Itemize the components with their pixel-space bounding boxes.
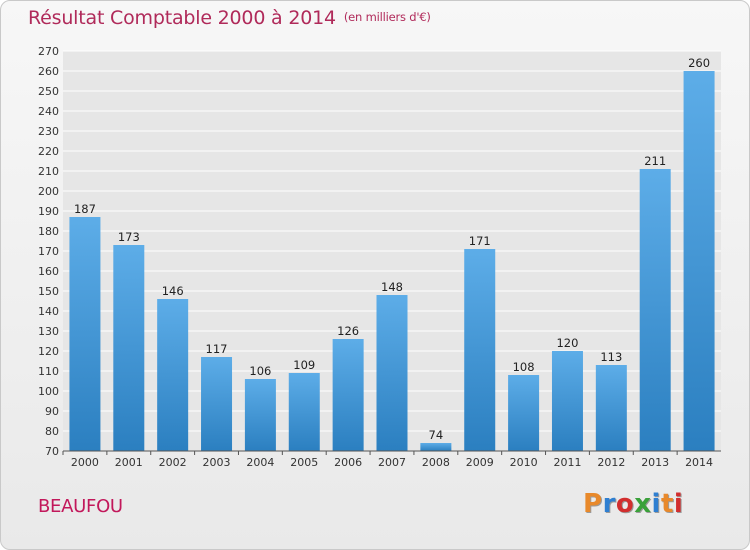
bar-2004 — [244, 379, 276, 451]
x-axis-labels: 2000 2001 2002 2003 2004 2005 2006 2007 2008 2009… — [62, 451, 713, 469]
y-tick-label: 250 — [38, 85, 59, 98]
y-tick-label: 150 — [38, 285, 59, 298]
x-tick-label: 2002 — [159, 456, 187, 469]
bar-2010 — [508, 375, 540, 451]
proxiti-logo: Proxiti — [583, 489, 683, 519]
chart-subtitle: (en milliers d'€) — [343, 10, 431, 24]
x-tick-label: 2010 — [510, 456, 538, 469]
y-tick-label: 270 — [38, 45, 59, 58]
y-tick-label: 210 — [38, 165, 59, 178]
bar-value-label: 260 — [688, 56, 710, 70]
y-tick-label: 140 — [38, 305, 59, 318]
bar-2001 — [113, 245, 145, 451]
logo-letter: P — [583, 489, 603, 519]
bar-2009 — [464, 249, 496, 451]
bar-value-label: 120 — [556, 336, 578, 350]
y-tick-label: 100 — [38, 385, 59, 398]
bar-value-label: 74 — [429, 428, 444, 442]
y-tick-label: 230 — [38, 125, 59, 138]
x-tick-label: 2014 — [685, 456, 713, 469]
bar-value-label: 146 — [162, 284, 184, 298]
x-tick-label: 2007 — [378, 456, 406, 469]
y-tick-label: 240 — [38, 105, 59, 118]
bar-2006 — [332, 339, 364, 451]
bars: 187 173 146 117 106 109 126 148 74 171 108 120 113 21… — [69, 56, 715, 451]
y-axis-labels: 70 80 90 100 110 120 130 140 150 160 170 180 190 200 2… — [38, 45, 59, 458]
bar-2007 — [376, 295, 408, 451]
x-tick-label: 2011 — [553, 456, 581, 469]
bar-value-label: 211 — [644, 154, 666, 168]
bar-value-label: 126 — [337, 324, 359, 338]
x-tick-label: 2012 — [597, 456, 625, 469]
logo-letter: r — [602, 489, 616, 519]
bar-2008 — [420, 443, 452, 451]
y-tick-label: 260 — [38, 65, 59, 78]
y-tick-label: 190 — [38, 205, 59, 218]
bar-value-label: 187 — [74, 202, 96, 216]
logo-letter: o — [615, 489, 635, 519]
logo-letter: i — [651, 489, 661, 519]
commune-name: BEAUFOU — [38, 496, 123, 517]
y-tick-label: 70 — [45, 445, 59, 458]
bar-2005 — [288, 373, 320, 451]
bar-value-label: 148 — [381, 280, 403, 294]
y-tick-label: 220 — [38, 145, 59, 158]
chart-title: Résultat Comptable 2000 à 2014 (en millie… — [28, 7, 431, 29]
bar-2012 — [595, 365, 627, 451]
y-tick-label: 130 — [38, 325, 59, 338]
logo-letter: i — [673, 489, 684, 519]
x-tick-label: 2006 — [334, 456, 362, 469]
x-tick-label: 2013 — [641, 456, 669, 469]
y-tick-label: 90 — [45, 405, 59, 418]
y-tick-label: 80 — [45, 425, 59, 438]
logo-letter: x — [634, 489, 652, 519]
bar-2014 — [683, 71, 715, 451]
bar-value-label: 113 — [600, 350, 622, 364]
x-tick-label: 2004 — [246, 456, 274, 469]
bar-value-label: 171 — [469, 234, 491, 248]
bar-value-label: 109 — [293, 358, 315, 372]
y-tick-label: 170 — [38, 245, 59, 258]
logo-letter: t — [660, 489, 674, 519]
y-tick-label: 160 — [38, 265, 59, 278]
y-tick-label: 180 — [38, 225, 59, 238]
y-tick-label: 120 — [38, 345, 59, 358]
y-tick-label: 110 — [38, 365, 59, 378]
bar-value-label: 117 — [206, 342, 228, 356]
bar-2011 — [551, 351, 583, 451]
x-tick-label: 2005 — [290, 456, 318, 469]
chart-title-text: Résultat Comptable 2000 à 2014 — [28, 7, 336, 29]
bar-2003 — [201, 357, 233, 451]
bar-2013 — [639, 169, 671, 451]
x-tick-label: 2009 — [466, 456, 494, 469]
bar-value-label: 106 — [249, 364, 271, 378]
x-tick-label: 2001 — [115, 456, 143, 469]
bar-2002 — [157, 299, 189, 451]
x-tick-label: 2000 — [71, 456, 99, 469]
bar-2000 — [69, 217, 101, 451]
x-tick-label: 2003 — [203, 456, 231, 469]
bar-value-label: 108 — [513, 360, 535, 374]
x-tick-label: 2008 — [422, 456, 450, 469]
y-tick-label: 200 — [38, 185, 59, 198]
bar-value-label: 173 — [118, 230, 140, 244]
